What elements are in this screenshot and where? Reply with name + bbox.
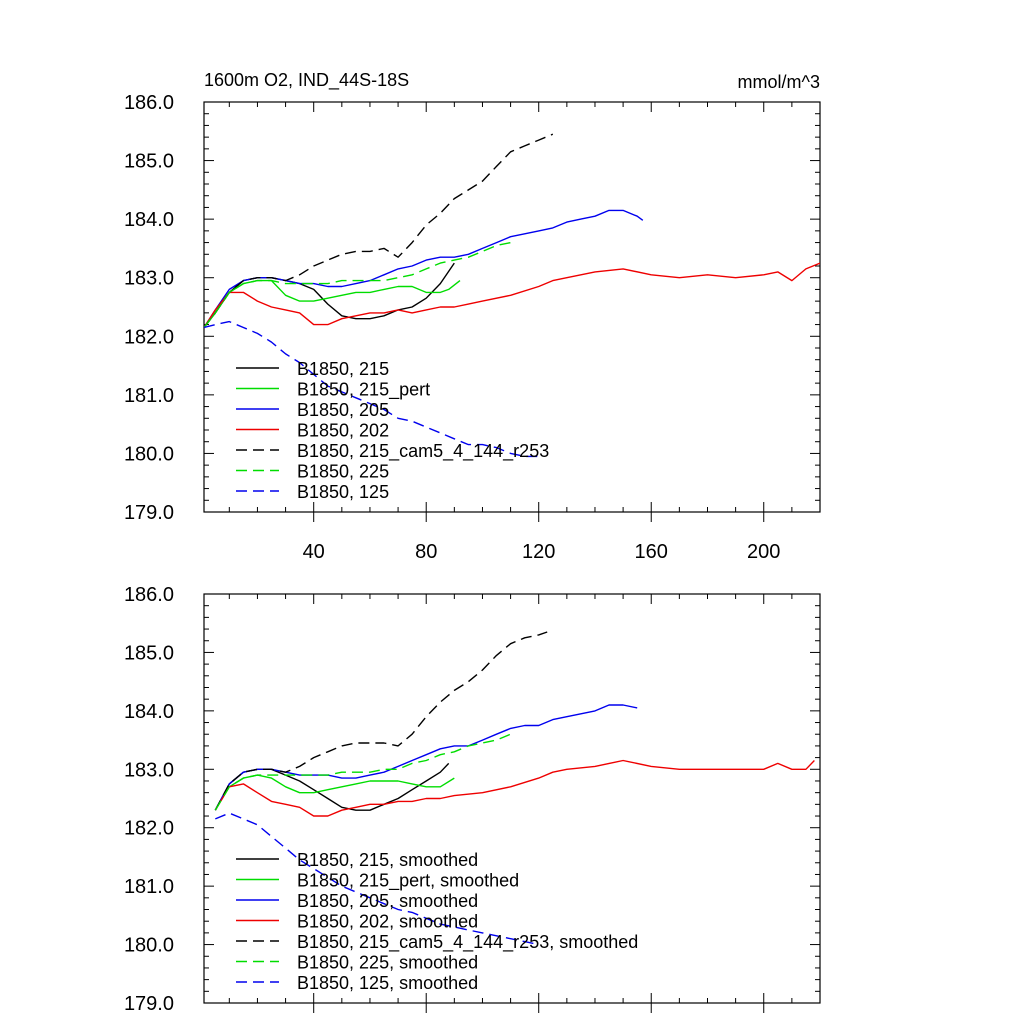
legend-label: B1850, 202, smoothed (297, 912, 478, 932)
series-line-5 (204, 133, 554, 328)
y-tick-label: 186.0 (124, 92, 174, 114)
series-line-2 (204, 279, 461, 328)
series-line-3 (214, 704, 638, 811)
plot-frame (203, 101, 821, 513)
y-tick-label: 180.0 (124, 443, 174, 465)
legend-label: B1850, 225 (297, 462, 389, 482)
series-line-7 (204, 320, 539, 458)
y-tick-label: 184.0 (124, 209, 174, 231)
legend-label: B1850, 202 (297, 421, 389, 441)
x-tick-label: 160 (635, 541, 668, 563)
y-tick-label: 179.0 (124, 993, 174, 1015)
legend-label: B1850, 125 (297, 482, 389, 502)
x-tick-label: 80 (415, 541, 437, 563)
y-tick-label: 185.0 (124, 642, 174, 664)
x-tick-label: 40 (303, 541, 325, 563)
legend-label: B1850, 215_pert, smoothed (297, 871, 519, 892)
y-tick-label: 184.0 (124, 701, 174, 723)
y-tick-label: 182.0 (124, 818, 174, 840)
series-line-4 (214, 759, 815, 817)
chart-panel-1: 1600m O2, IND_44S-18S mmol/m^3 179.0 180.0 1… (124, 70, 821, 563)
y-tick-label: 185.0 (124, 151, 174, 173)
y-tick-label: 186.0 (124, 584, 174, 606)
legend-label: B1850, 225, smoothed (297, 953, 478, 973)
series-lines (204, 133, 820, 458)
y-tick-label: 181.0 (124, 876, 174, 898)
series-lines (214, 631, 815, 946)
y-tick-label: 182.0 (124, 326, 174, 348)
series-line-1 (204, 262, 455, 328)
chart-units: mmol/m^3 (738, 72, 820, 92)
legend-label: B1850, 215_cam5_4_144_r253, smoothed (297, 932, 638, 953)
legend-label: B1850, 215 (297, 359, 389, 379)
y-tick-label: 179.0 (124, 502, 174, 524)
series-line-6 (204, 241, 511, 328)
y-tick-label: 181.0 (124, 385, 174, 407)
chart-panel-2: 179.0 180.0 181.0 182.0 183.0 184.0 185.0 186.0… (124, 584, 821, 1015)
legend-label: B1850, 205 (297, 400, 389, 420)
x-tick-label: 120 (522, 541, 555, 563)
legend-label: B1850, 125, smoothed (297, 973, 478, 993)
series-line-4 (204, 262, 820, 328)
x-tick-label: 200 (747, 541, 780, 563)
series-line-2 (214, 774, 455, 811)
legend-label: B1850, 205, smoothed (297, 891, 478, 911)
y-tick-label: 183.0 (124, 268, 174, 290)
plot-frame (203, 593, 821, 1004)
y-tick-label: 180.0 (124, 935, 174, 957)
series-line-5 (214, 631, 548, 811)
legend-label: B1850, 215_pert (297, 380, 430, 401)
legend-label: B1850, 215_cam5_4_144_r253 (297, 441, 549, 462)
series-line-7 (215, 812, 539, 946)
legend-label: B1850, 215, smoothed (297, 850, 478, 870)
chart-title: 1600m O2, IND_44S-18S (204, 70, 409, 91)
y-tick-label: 183.0 (124, 759, 174, 781)
